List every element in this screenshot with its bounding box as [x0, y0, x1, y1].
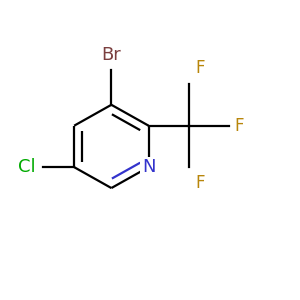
Text: F: F: [196, 174, 205, 192]
Text: N: N: [142, 158, 155, 176]
Text: Cl: Cl: [18, 158, 36, 176]
Text: F: F: [196, 59, 205, 77]
Text: F: F: [234, 117, 244, 135]
Text: Br: Br: [101, 46, 121, 64]
